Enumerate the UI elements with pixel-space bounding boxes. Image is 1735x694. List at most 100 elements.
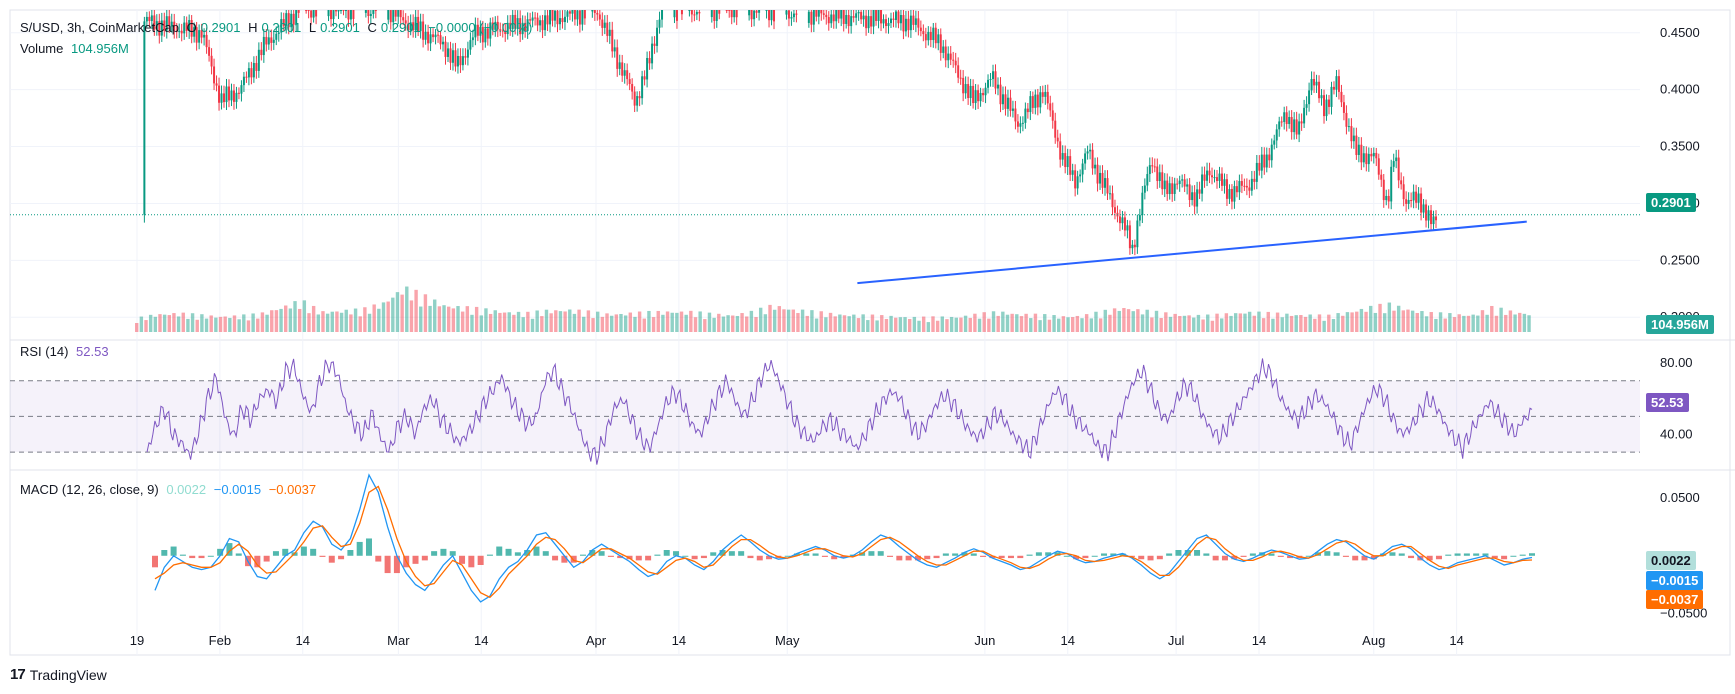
candle-body <box>996 84 999 89</box>
volume-bar <box>1308 314 1312 332</box>
candle-body <box>446 48 449 57</box>
volume-bar <box>297 308 302 332</box>
macd-histogram-bar <box>1361 555 1368 561</box>
symbol-title[interactable]: S/USD, 3h, CoinMarketCap <box>20 20 179 35</box>
candle-body <box>1260 154 1263 171</box>
volume-bar <box>754 317 758 332</box>
candle-body <box>713 10 716 21</box>
volume-legend: Volume 104.956M <box>20 41 133 56</box>
volume-bar <box>270 310 274 332</box>
candle-body <box>618 62 621 69</box>
x-tick-label: Jul <box>1168 633 1185 648</box>
candle-body <box>1051 110 1054 121</box>
volume-bar <box>1289 315 1294 332</box>
candle-body <box>374 10 377 11</box>
volume-bar <box>842 315 847 332</box>
candle-body <box>1118 216 1121 224</box>
volume-bar <box>800 309 805 332</box>
volume-bar <box>935 320 940 332</box>
candle-body <box>999 84 1002 105</box>
volume-bar <box>1010 313 1014 332</box>
macd-histogram-bar <box>905 555 912 561</box>
candle-body <box>628 79 631 84</box>
volume-bar <box>1518 312 1522 332</box>
rsi-label[interactable]: RSI (14) <box>20 344 69 359</box>
candle-body <box>917 18 920 28</box>
volume-bar <box>1480 310 1485 332</box>
tradingview-logo[interactable]: 17 TradingView <box>10 666 107 683</box>
candle-body <box>894 11 897 20</box>
macd-histogram-bar <box>1138 555 1145 560</box>
candle-body <box>583 10 586 19</box>
candle-body <box>434 34 437 38</box>
macd-label[interactable]: MACD (12, 26, close, 9) <box>20 482 159 497</box>
candle-body <box>272 39 275 43</box>
low-label: L <box>308 20 317 35</box>
volume-bar <box>1024 313 1028 332</box>
candle-body <box>957 65 960 78</box>
candle-body <box>476 24 479 36</box>
macd-histogram-bar <box>961 552 968 556</box>
candle-body <box>1089 149 1092 152</box>
candle-body <box>491 22 494 30</box>
candle-body <box>1270 144 1273 161</box>
candle-body <box>1365 153 1368 165</box>
candle-body <box>364 10 367 13</box>
volume-bar <box>1196 314 1201 332</box>
candle-body <box>479 26 482 36</box>
candle-body <box>1153 166 1156 168</box>
volume-bar <box>940 316 945 332</box>
candle-body <box>952 59 955 61</box>
volume-bar <box>1140 314 1145 332</box>
candle-body <box>1146 174 1149 186</box>
candle-body <box>651 43 654 64</box>
candle-body <box>1166 180 1169 195</box>
volume-bar <box>1019 316 1024 332</box>
candle-body <box>394 10 397 17</box>
candle-body <box>1049 103 1052 111</box>
macd-histogram-bar <box>152 555 158 568</box>
volume-bar <box>1080 318 1084 332</box>
candle-body <box>250 68 253 78</box>
volume-bar <box>190 313 195 332</box>
candle-body <box>1367 153 1370 165</box>
volume-bar <box>1122 308 1126 332</box>
candle-body <box>1330 86 1333 107</box>
volume-bar <box>1033 313 1038 332</box>
change-value: −0.0000 (−0.00%) <box>428 20 533 35</box>
volume-bar <box>321 311 325 332</box>
candle-body <box>506 22 509 35</box>
macd-histogram-bar <box>217 548 224 556</box>
candle-body <box>661 10 664 20</box>
volume-bar <box>204 318 209 332</box>
candle-body <box>486 28 489 39</box>
macd-histogram-bar <box>1063 555 1070 557</box>
candle-body <box>489 22 492 39</box>
candle-body <box>1417 193 1420 203</box>
macd-histogram-bar <box>579 554 586 556</box>
candle-body <box>914 18 917 25</box>
candle-body <box>1385 195 1388 201</box>
volume-bar <box>805 315 809 332</box>
candle-body <box>168 16 171 27</box>
candle-body <box>860 12 863 20</box>
volume-bar <box>451 308 456 332</box>
volume-bar <box>693 317 698 332</box>
volume-bar <box>442 305 446 332</box>
volume-bar <box>135 323 139 332</box>
volume-bar <box>1485 314 1489 332</box>
rsi-pane <box>10 358 1640 465</box>
volume-bar <box>605 313 609 332</box>
candle-body <box>561 18 564 23</box>
candle-body <box>934 27 937 44</box>
volume-label[interactable]: Volume <box>20 41 64 56</box>
macd-histogram-bar <box>1147 555 1154 561</box>
candle-body <box>1034 94 1037 108</box>
volume-bar <box>512 314 516 332</box>
volume-bar <box>521 317 525 332</box>
candle-body <box>290 13 293 28</box>
volume-bar <box>395 292 400 332</box>
macd-histogram-bar <box>691 555 698 560</box>
candle-body <box>1094 164 1097 169</box>
